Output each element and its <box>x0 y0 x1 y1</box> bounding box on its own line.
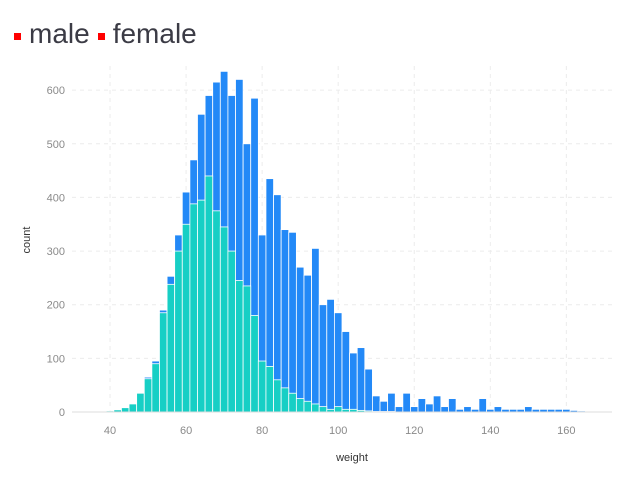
bar-male <box>311 247 320 413</box>
bar-female <box>242 285 252 413</box>
legend-item-male[interactable]: male <box>14 20 90 48</box>
legend-swatch-female <box>97 32 105 40</box>
y-tick-label: 300 <box>47 246 65 258</box>
bar-female <box>227 250 236 413</box>
bar-male <box>478 398 487 413</box>
x-axis-label: weight <box>335 452 368 464</box>
bar-male <box>440 406 449 413</box>
bar-female <box>151 363 160 413</box>
bar-male <box>387 392 396 413</box>
bar-female <box>333 406 343 413</box>
bar-male <box>463 406 472 413</box>
bar-female <box>235 280 244 413</box>
legend-swatch-male <box>14 32 21 40</box>
bar-male <box>425 403 434 413</box>
bar-male <box>295 266 305 413</box>
bar-female <box>250 315 259 413</box>
x-tick-label: 60 <box>180 425 192 437</box>
x-tick-label: 140 <box>481 425 499 437</box>
y-tick-label: 0 <box>59 407 65 419</box>
y-tick-label: 400 <box>47 192 65 204</box>
bar-male <box>341 331 351 413</box>
bar-male <box>379 400 389 413</box>
bar-male <box>493 406 503 413</box>
bar-male <box>273 194 282 413</box>
bar-male <box>394 406 404 413</box>
bar-male <box>303 274 312 413</box>
y-axis-label: count <box>21 227 33 254</box>
bar-female <box>189 203 198 413</box>
y-tick-label: 200 <box>47 300 65 312</box>
bar-male <box>524 406 533 413</box>
bar-male <box>417 398 427 413</box>
x-tick-label: 40 <box>104 425 116 437</box>
bar-male <box>410 406 419 413</box>
bar-female <box>280 387 290 413</box>
bar-male <box>448 398 457 413</box>
bar-female <box>174 250 183 413</box>
bar-female <box>143 378 153 413</box>
bar-female <box>159 312 168 413</box>
bar-female <box>136 392 145 413</box>
tick-labels: 40 60 80 100 120 140 160 0 100 200 300 400 500 600 <box>47 85 576 437</box>
x-tick-label: 100 <box>329 425 347 437</box>
bar-female <box>311 403 320 413</box>
bar-female <box>197 199 206 413</box>
legend: male female <box>14 14 197 54</box>
bar-female <box>181 223 191 413</box>
y-tick-label: 100 <box>47 353 65 365</box>
bar-female <box>166 283 176 413</box>
bar-male <box>318 304 328 413</box>
bar-female <box>265 366 274 413</box>
legend-label-female: female <box>112 18 197 49</box>
x-tick-label: 120 <box>405 425 423 437</box>
bar-male <box>280 229 290 413</box>
bar-female <box>121 407 130 413</box>
bar-female <box>318 406 328 413</box>
bar-female <box>128 403 138 413</box>
bar-female <box>257 360 267 413</box>
bar-female <box>295 398 305 413</box>
bar-female <box>212 210 221 413</box>
legend-item-female[interactable]: female <box>97 18 197 49</box>
bar-female <box>288 392 297 413</box>
y-tick-label: 600 <box>47 85 65 97</box>
x-tick-label: 160 <box>557 425 575 437</box>
bar-male <box>326 298 335 413</box>
legend-label-male: male <box>29 18 90 49</box>
bar-male <box>364 368 373 413</box>
y-tick-label: 500 <box>47 139 65 151</box>
bar-male <box>333 312 343 413</box>
bar-female <box>204 175 214 413</box>
bar-male <box>402 392 411 413</box>
bar-female <box>303 400 312 413</box>
bar-female <box>219 226 229 413</box>
bar-male <box>372 395 381 413</box>
x-tick-label: 80 <box>256 425 268 437</box>
bar-male <box>349 352 358 413</box>
bar-male <box>356 347 366 413</box>
bars <box>105 70 586 413</box>
bar-male <box>432 395 442 413</box>
bar-male <box>288 231 297 413</box>
bar-female <box>273 379 282 413</box>
